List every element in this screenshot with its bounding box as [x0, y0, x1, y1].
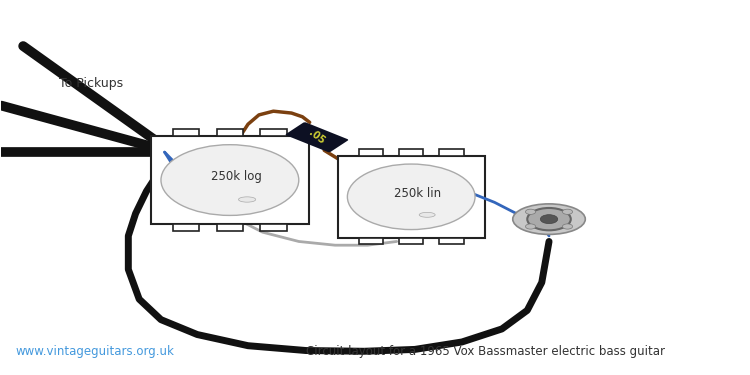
- Ellipse shape: [419, 212, 435, 217]
- Circle shape: [540, 214, 558, 223]
- Bar: [260, 224, 286, 231]
- Text: Circuit layout for a 1965 Vox Bassmaster electric bass guitar: Circuit layout for a 1965 Vox Bassmaster…: [306, 345, 665, 358]
- Circle shape: [526, 224, 536, 229]
- Bar: [217, 224, 243, 231]
- Bar: [399, 238, 423, 244]
- FancyBboxPatch shape: [286, 122, 348, 152]
- FancyBboxPatch shape: [338, 156, 484, 238]
- Text: 250k lin: 250k lin: [394, 187, 441, 200]
- Bar: [173, 129, 200, 136]
- Ellipse shape: [513, 204, 585, 234]
- Bar: [260, 129, 286, 136]
- Circle shape: [527, 208, 571, 230]
- Bar: [440, 238, 464, 244]
- Text: 250k log: 250k log: [211, 170, 262, 183]
- Bar: [399, 149, 423, 156]
- Circle shape: [562, 224, 572, 229]
- Text: To Pickups: To Pickups: [59, 77, 124, 90]
- FancyBboxPatch shape: [151, 136, 309, 224]
- Circle shape: [562, 209, 572, 214]
- Bar: [217, 129, 243, 136]
- Text: www.vintageguitars.org.uk: www.vintageguitars.org.uk: [16, 345, 175, 358]
- Circle shape: [526, 209, 536, 214]
- Circle shape: [347, 164, 475, 230]
- Bar: [440, 149, 464, 156]
- Bar: [358, 149, 383, 156]
- Text: .05: .05: [307, 128, 327, 147]
- Circle shape: [161, 145, 298, 215]
- Bar: [173, 224, 200, 231]
- Ellipse shape: [238, 197, 256, 202]
- Bar: [358, 238, 383, 244]
